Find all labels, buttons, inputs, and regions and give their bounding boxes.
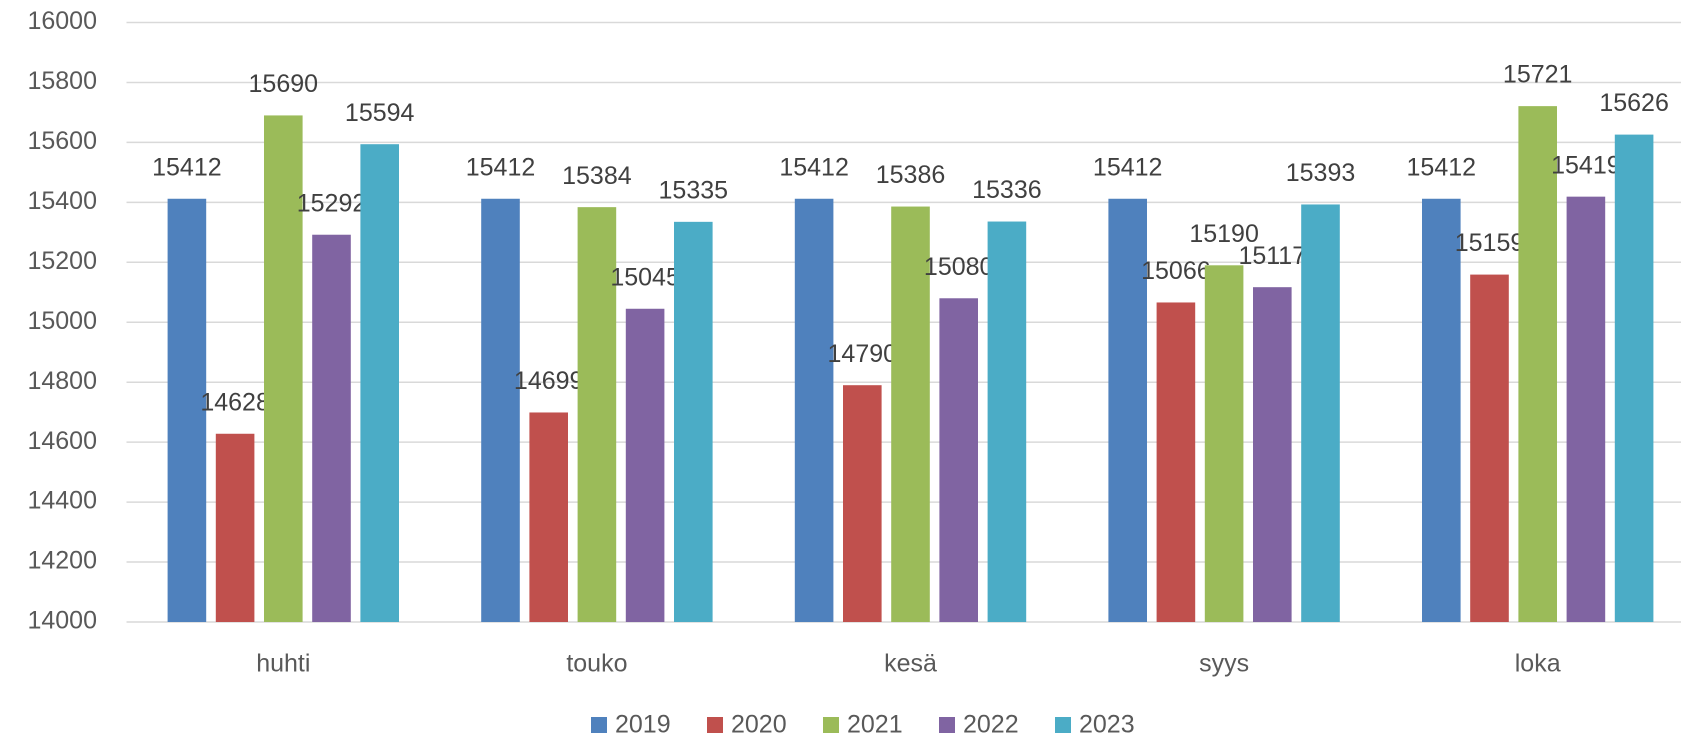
data-label: 15336: [972, 176, 1042, 204]
data-label: 15412: [466, 153, 536, 181]
legend-swatch: [939, 717, 955, 733]
data-label: 14699: [514, 367, 584, 395]
bar: [1204, 265, 1244, 622]
bar: [625, 308, 665, 622]
x-tick-label: loka: [1515, 650, 1561, 678]
data-label: 15335: [659, 176, 729, 204]
data-label: 15117: [1238, 242, 1306, 270]
data-label: 14790: [828, 340, 898, 368]
legend-label: 2021: [847, 711, 903, 738]
data-label: 15292: [297, 189, 367, 217]
bar: [794, 198, 834, 623]
legend-swatch: [823, 717, 839, 733]
data-label: 15190: [1189, 220, 1259, 248]
bar: [1253, 287, 1292, 622]
y-tick-label: 14800: [27, 367, 97, 395]
data-label: 15080: [924, 253, 994, 281]
data-label: 15412: [1093, 153, 1163, 181]
legend-label: 2022: [963, 711, 1019, 738]
data-label: 15690: [249, 70, 319, 98]
bar: [1518, 106, 1557, 622]
legend-label: 2020: [731, 711, 787, 738]
bar: [939, 298, 978, 622]
x-tick-label: syys: [1199, 650, 1249, 678]
y-tick-label: 16000: [27, 7, 97, 35]
data-label: 15419: [1551, 151, 1621, 179]
legend-label: 2023: [1079, 711, 1135, 738]
legend-swatch: [591, 717, 607, 733]
bar: [1470, 274, 1509, 622]
data-label: 15412: [1407, 153, 1477, 181]
bar: [215, 433, 255, 622]
y-tick-label: 14600: [27, 427, 97, 455]
legend-swatch: [1055, 717, 1071, 733]
bar: [1301, 204, 1340, 623]
bar: [674, 221, 713, 623]
y-tick-label: 15800: [27, 67, 97, 95]
bar: [1422, 198, 1461, 623]
bar: [1614, 134, 1654, 622]
bar: [1108, 198, 1147, 623]
bar: [1566, 196, 1606, 622]
data-label: 15384: [562, 162, 632, 190]
data-label: 15594: [345, 99, 415, 127]
data-label: 15386: [876, 161, 946, 189]
y-tick-label: 15000: [27, 307, 97, 335]
data-label: 15721: [1503, 61, 1573, 89]
bar: [987, 221, 1027, 622]
y-tick-label: 15400: [27, 187, 97, 215]
bar: [891, 206, 930, 622]
x-tick-label: huhti: [256, 650, 310, 678]
y-tick-label: 14200: [27, 547, 97, 575]
bar: [481, 198, 520, 623]
bar: [312, 234, 351, 622]
x-tick-label: kesä: [884, 650, 937, 678]
bar: [360, 144, 399, 623]
y-tick-label: 14400: [27, 487, 97, 515]
y-tick-label: 14000: [27, 607, 97, 635]
legend-swatch: [707, 717, 723, 733]
data-label: 15626: [1599, 89, 1669, 117]
y-tick-label: 15600: [27, 127, 97, 155]
data-label: 14628: [200, 388, 270, 416]
data-label: 15066: [1141, 257, 1211, 285]
bar: [1156, 302, 1196, 622]
legend-label: 2019: [615, 711, 671, 738]
data-label: 15412: [779, 153, 849, 181]
x-tick-label: touko: [566, 650, 627, 678]
bar: [843, 385, 882, 622]
data-label: 15412: [152, 153, 222, 181]
bar: [529, 412, 568, 622]
bar: [167, 198, 207, 623]
data-label: 15045: [610, 263, 680, 291]
y-tick-label: 15200: [27, 247, 97, 275]
data-label: 15159: [1455, 229, 1525, 257]
bar: [577, 207, 617, 622]
bar: [264, 115, 303, 623]
data-label: 15393: [1286, 159, 1356, 187]
